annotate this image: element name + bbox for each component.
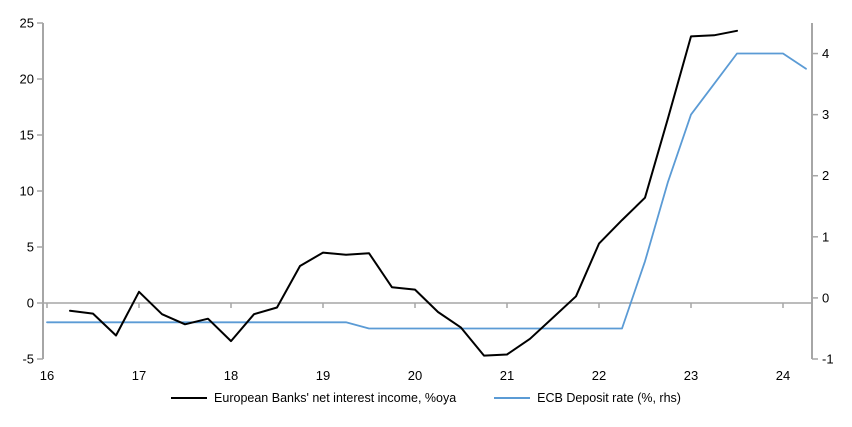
left-axis-tick-label: 25 xyxy=(20,16,34,31)
x-axis-tick-label: 16 xyxy=(40,368,54,383)
left-axis-tick-label: 15 xyxy=(20,128,34,143)
legend-item-net-interest-income: European Banks' net interest income, %oy… xyxy=(171,391,456,405)
right-axis-tick-label: 3 xyxy=(822,107,829,122)
left-axis-tick-label: 5 xyxy=(27,240,34,255)
right-axis-tick-label: 1 xyxy=(822,229,829,244)
x-axis-tick-label: 20 xyxy=(408,368,422,383)
x-axis-tick-label: 23 xyxy=(684,368,698,383)
left-axis-tick-label: 20 xyxy=(20,72,34,87)
chart-legend: European Banks' net interest income, %oy… xyxy=(0,391,852,405)
right-axis-tick-label: 4 xyxy=(822,46,829,61)
x-axis-tick-label: 19 xyxy=(316,368,330,383)
right-axis-tick-label: -1 xyxy=(822,352,834,367)
x-axis-tick-label: 21 xyxy=(500,368,514,383)
right-axis-tick-label: 0 xyxy=(822,290,829,305)
ecb-deposit-rate-line xyxy=(46,52,807,330)
x-axis-tick-label: 24 xyxy=(776,368,790,383)
left-axis-tick-label: -5 xyxy=(22,352,34,367)
black-line-sample-icon xyxy=(171,397,208,399)
left-axis-tick-label: 10 xyxy=(20,184,34,199)
blue-line-sample-icon xyxy=(494,397,531,399)
legend-label: European Banks' net interest income, %oy… xyxy=(214,391,457,405)
net-interest-income-line xyxy=(69,29,738,357)
legend-item-ecb-deposit-rate: ECB Deposit rate (%, rhs) xyxy=(494,391,681,405)
right-axis-tick-label: 2 xyxy=(822,168,829,183)
x-axis-tick-label: 22 xyxy=(592,368,606,383)
legend-label: ECB Deposit rate (%, rhs) xyxy=(537,391,681,405)
x-axis-tick-label: 17 xyxy=(132,368,146,383)
x-axis-tick-label: 18 xyxy=(224,368,238,383)
left-axis-tick-label: 0 xyxy=(27,296,34,311)
